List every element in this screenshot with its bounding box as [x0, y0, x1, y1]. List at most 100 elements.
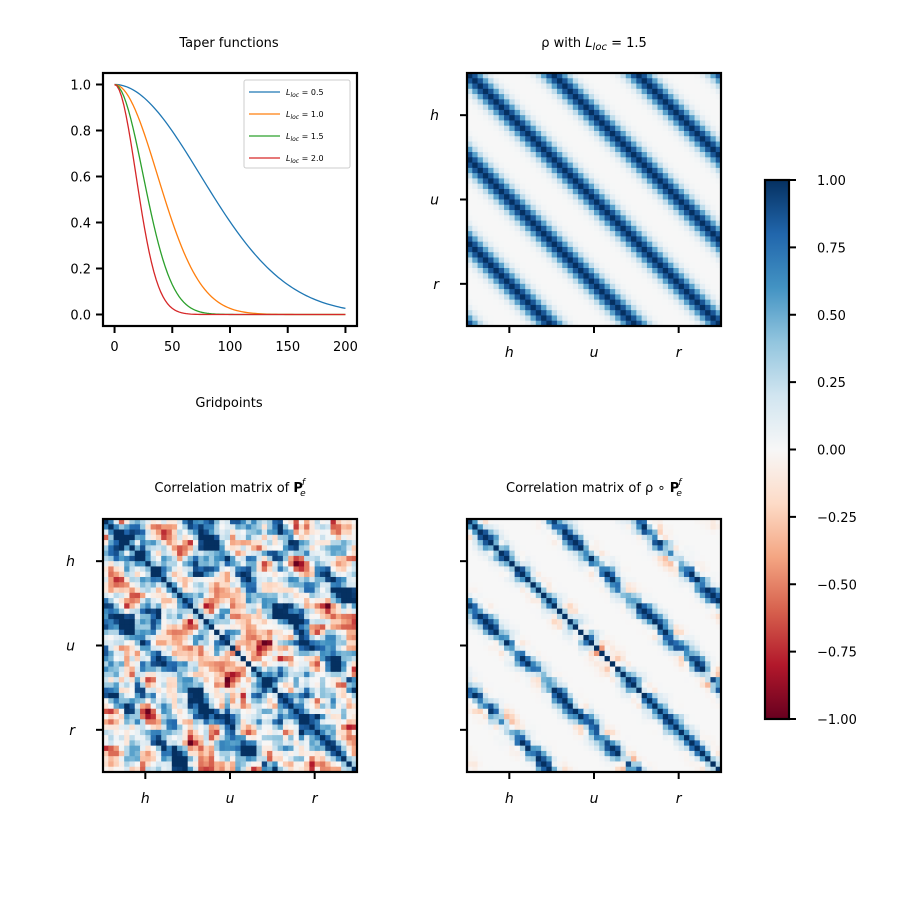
heatmap-cell — [572, 545, 579, 552]
heatmap-cell — [224, 645, 231, 652]
heatmap-cell — [472, 529, 479, 536]
heatmap-cell — [235, 519, 242, 525]
heatmap-cell — [657, 304, 664, 311]
heatmap-cell — [272, 761, 279, 768]
heatmap-cell — [567, 236, 574, 243]
heatmap-cell — [578, 529, 585, 536]
heatmap-cell — [493, 141, 500, 148]
heatmap-cell — [103, 540, 109, 546]
heatmap-cell — [583, 194, 590, 201]
heatmap-cell — [314, 703, 321, 710]
heatmap-cell — [625, 162, 632, 169]
heatmap-cell — [482, 524, 489, 531]
heatmap-cell — [641, 167, 648, 174]
heatmap-cell — [129, 645, 136, 652]
heatmap-cell — [113, 566, 120, 573]
heatmap-cell — [251, 576, 258, 583]
heatmap-cell — [493, 94, 500, 100]
heatmap-cell — [636, 173, 643, 180]
heatmap-cell — [689, 262, 696, 269]
heatmap-cell — [620, 231, 627, 237]
heatmap-cell — [657, 289, 664, 295]
heatmap-cell — [192, 650, 199, 657]
heatmap-cell — [351, 550, 358, 557]
heatmap-cell — [509, 162, 516, 169]
heatmap-cell — [309, 592, 316, 599]
heatmap-cell — [351, 745, 358, 752]
heatmap-cell — [330, 745, 337, 752]
heatmap-cell — [118, 555, 125, 562]
heatmap-cell — [245, 745, 252, 752]
heatmap-cell — [694, 540, 701, 546]
heatmap-cell — [251, 613, 258, 620]
heatmap-cell — [662, 130, 669, 137]
heatmap-cell — [140, 582, 146, 589]
heatmap-cell — [615, 167, 622, 174]
heatmap-cell — [155, 561, 162, 568]
heatmap-cell — [150, 603, 157, 610]
heatmap-cell — [678, 73, 685, 79]
heatmap-cell — [288, 645, 295, 652]
heatmap-cell — [615, 220, 622, 227]
heatmap-cell — [546, 257, 553, 264]
heatmap-cell — [261, 566, 268, 573]
heatmap-cell — [240, 566, 247, 573]
heatmap-cell — [694, 167, 701, 174]
heatmap-cell — [166, 540, 173, 546]
heatmap-cell — [145, 661, 152, 668]
heatmap-cell — [267, 545, 273, 552]
heatmap-cell — [150, 708, 157, 715]
heatmap-cell — [694, 125, 701, 132]
heatmap-cell — [103, 729, 109, 736]
heatmap-cell — [535, 183, 542, 190]
heatmap-cell — [599, 294, 606, 301]
heatmap-cell — [256, 519, 263, 525]
heatmap-cell — [477, 178, 484, 185]
heatmap-cell — [108, 682, 115, 689]
heatmap-cell — [599, 157, 606, 164]
heatmap-cell — [604, 220, 611, 227]
heatmap-cell — [509, 294, 516, 301]
heatmap-cell — [145, 634, 152, 641]
heatmap-cell — [177, 619, 183, 626]
heatmap-cell — [699, 273, 706, 280]
heatmap-cell — [493, 278, 500, 285]
heatmap-cell — [245, 529, 252, 536]
heatmap-cell — [715, 157, 722, 164]
heatmap-cell — [288, 682, 295, 689]
heatmap-cell — [604, 236, 611, 243]
heatmap-cell — [477, 88, 484, 95]
heatmap-cell — [689, 210, 696, 216]
heatmap-cell — [177, 661, 183, 668]
heatmap-cell — [578, 167, 585, 174]
heatmap-cell — [304, 529, 310, 536]
heatmap-cell — [335, 750, 342, 757]
heatmap-cell — [631, 78, 637, 85]
heatmap-cell — [683, 220, 690, 227]
heatmap-cell — [314, 661, 321, 668]
heatmap-cell — [187, 619, 194, 626]
heatmap-cell — [314, 598, 321, 604]
heatmap-cell — [314, 714, 321, 720]
heatmap-cell — [683, 104, 690, 111]
heatmap-cell — [657, 157, 664, 164]
heatmap-cell — [631, 257, 637, 264]
legend-entry-2: Lloc = 1.5 — [286, 132, 324, 143]
heatmap-cell — [214, 687, 221, 694]
heatmap-cell — [198, 740, 205, 747]
heatmap-cell — [525, 178, 532, 185]
heatmap-cell — [636, 162, 643, 169]
taper-title: Taper functions — [178, 36, 279, 51]
heatmap-cell — [187, 629, 194, 636]
heatmap-cell — [710, 83, 717, 90]
heatmap-cell — [705, 220, 712, 227]
heatmap-cell — [261, 750, 268, 757]
heatmap-cell — [620, 120, 627, 127]
heatmap-cell — [129, 608, 136, 615]
heatmap-cell — [203, 740, 210, 747]
heatmap-cell — [267, 582, 273, 589]
heatmap-cell — [683, 141, 690, 148]
heatmap-cell — [530, 225, 537, 232]
heatmap-cell — [715, 310, 722, 317]
heatmap-cell — [251, 692, 258, 699]
